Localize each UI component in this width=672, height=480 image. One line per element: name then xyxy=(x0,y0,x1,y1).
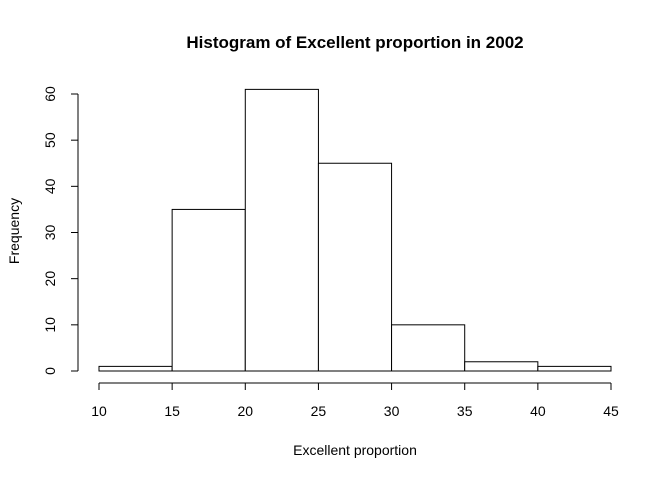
histogram-bar-10-15 xyxy=(98,365,173,372)
x-tick-label-40: 40 xyxy=(530,403,546,419)
histogram-bar-40-45 xyxy=(537,365,612,372)
histogram-bar-35-40 xyxy=(464,361,539,372)
y-tick-label-10: 10 xyxy=(42,317,58,333)
y-tick-label-30: 30 xyxy=(42,225,58,241)
y-axis-label: Frequency xyxy=(6,198,22,264)
chart-title: Histogram of Excellent proportion in 200… xyxy=(186,33,523,52)
x-tick-label-35: 35 xyxy=(457,403,473,419)
x-tick-label-25: 25 xyxy=(311,403,327,419)
y-tick-label-40: 40 xyxy=(42,178,58,194)
x-tick-label-15: 15 xyxy=(164,403,180,419)
x-tick-label-45: 45 xyxy=(603,403,619,419)
histogram-bar-15-20 xyxy=(171,208,246,372)
histogram-bar-30-35 xyxy=(391,324,466,372)
x-tick-label-20: 20 xyxy=(237,403,253,419)
x-axis-label: Excellent proportion xyxy=(293,442,417,458)
y-tick-label-20: 20 xyxy=(42,271,58,287)
x-tick-label-10: 10 xyxy=(91,403,107,419)
y-tick-label-0: 0 xyxy=(42,367,58,375)
x-tick-label-30: 30 xyxy=(384,403,400,419)
y-axis: 0 10 20 30 40 50 60 xyxy=(42,86,79,375)
x-axis: 10 15 20 25 30 35 40 45 xyxy=(91,382,619,419)
bars-group xyxy=(98,88,612,372)
histogram-bar-20-25 xyxy=(244,88,319,372)
histogram-bar-25-30 xyxy=(317,162,393,372)
y-tick-label-50: 50 xyxy=(42,132,58,148)
y-tick-label-60: 60 xyxy=(42,86,58,102)
